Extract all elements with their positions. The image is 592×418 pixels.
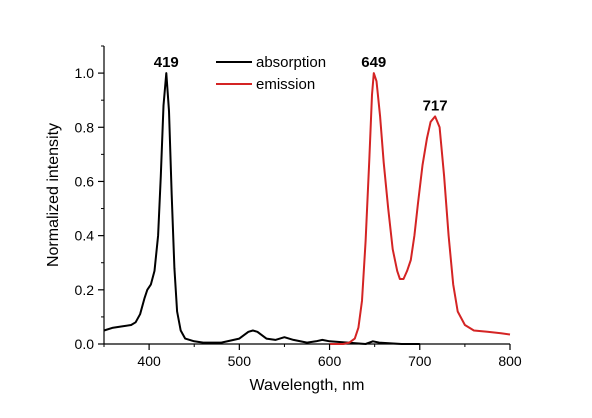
legend-label-absorption: absorption <box>256 54 326 71</box>
x-tick-label: 800 <box>498 353 522 369</box>
series-lines <box>103 72 511 345</box>
y-tick-label: 1.0 <box>75 65 95 81</box>
series-line-emission <box>329 72 511 345</box>
x-tick-label: 500 <box>228 353 252 369</box>
peak-label-717: 717 <box>423 97 448 114</box>
y-tick-label: 0.2 <box>75 282 95 298</box>
x-axis-label: Wavelength, nm <box>249 377 364 394</box>
peak-label-649: 649 <box>361 54 386 71</box>
y-tick-label: 0.8 <box>75 119 95 135</box>
x-tick-label: 400 <box>137 353 161 369</box>
ticks: 400 500 600 700 800 0.0 0.2 0.4 0.6 0.8 1.0 <box>75 45 522 369</box>
peak-annotations: 419 649 717 <box>154 54 448 114</box>
series-line-absorption <box>103 72 420 345</box>
peak-label-419: 419 <box>154 54 179 71</box>
y-tick-label: 0.4 <box>75 228 95 244</box>
x-tick-label: 700 <box>408 353 432 369</box>
legend-label-emission: emission <box>256 76 315 93</box>
y-tick-label: 0.6 <box>75 173 95 189</box>
y-axis-label: Normalized intensity <box>45 123 62 267</box>
y-tick-label: 0.0 <box>75 336 95 352</box>
axes <box>103 46 510 345</box>
x-tick-label: 600 <box>318 353 342 369</box>
legend: absorption emission <box>216 54 326 93</box>
